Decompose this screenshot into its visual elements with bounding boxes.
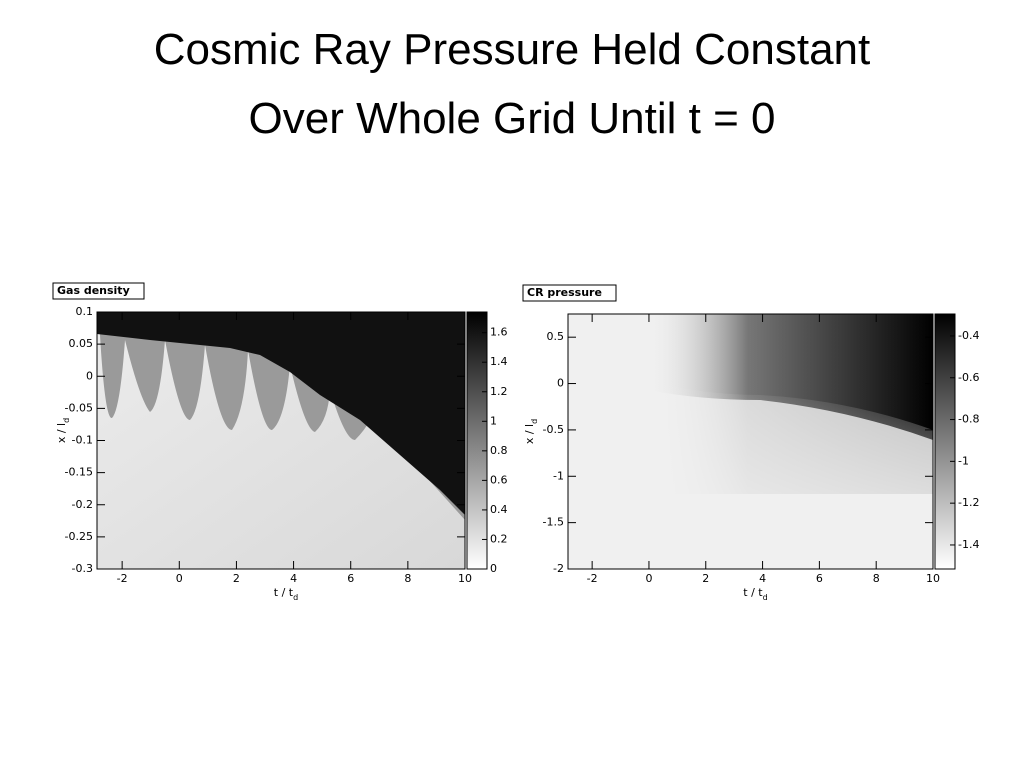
colorbar-tick-label: 0.4 [490, 503, 508, 516]
slide-title: Over Whole Grid Until t = 0 [249, 94, 776, 143]
y-tick-label: 0.1 [76, 305, 94, 318]
x-axis-label-sub: d [293, 593, 298, 602]
x-tick-label: 8 [404, 572, 411, 585]
y-tick-label: -1.5 [543, 516, 564, 529]
colorbar-tick-label: 0.6 [490, 473, 508, 486]
colorbar-tick-label: 1 [490, 414, 497, 427]
colorbar-tick-label: 0.8 [490, 444, 508, 457]
y-tick-label: 0 [557, 377, 564, 390]
colorbar-tick-label: -1 [958, 454, 969, 467]
x-axis-label-main: t / t [743, 586, 763, 599]
slide-title: Cosmic Ray Pressure Held Constant [154, 25, 870, 74]
y-tick-label: -0.1 [72, 434, 93, 447]
y-axis-label-main: x / l [523, 424, 536, 444]
y-tick-label: -0.05 [65, 401, 93, 414]
y-tick-label: -0.3 [72, 562, 93, 575]
x-axis-label: t / td [743, 586, 767, 602]
colorbar-tick-label: -0.6 [958, 371, 979, 384]
x-tick-label: 6 [816, 572, 823, 585]
x-tick-label: 2 [702, 572, 709, 585]
y-axis-label-main: x / l [55, 423, 68, 443]
colorbar-tick-label: 1.4 [490, 355, 508, 368]
colorbar-tick-label: -0.4 [958, 329, 979, 342]
x-axis-label-main: t / t [274, 586, 294, 599]
y-axis-label-sub: d [62, 418, 71, 423]
y-tick-label: 0 [86, 369, 93, 382]
colorbar [934, 313, 956, 570]
plot-frame [567, 313, 934, 570]
y-tick-label: -0.2 [72, 498, 93, 511]
y-tick-label: -0.25 [65, 530, 93, 543]
y-tick-label: -1 [553, 469, 564, 482]
colorbar [466, 311, 488, 570]
x-tick-label: -2 [117, 572, 128, 585]
colorbar-tick-label: 1.2 [490, 385, 508, 398]
x-tick-label: 6 [347, 572, 354, 585]
x-axis-label: t / td [274, 586, 298, 602]
y-tick-label: -2 [553, 562, 564, 575]
colorbar-tick-label: -1.2 [958, 496, 979, 509]
y-tick-label: -0.15 [65, 466, 93, 479]
heatmap-image [97, 312, 465, 569]
colorbar-tick-label: -1.4 [958, 538, 979, 551]
x-tick-label: -2 [587, 572, 598, 585]
x-tick-label: 0 [176, 572, 183, 585]
x-axis-label-sub: d [763, 593, 768, 602]
x-tick-label: 4 [759, 572, 766, 585]
y-axis-label: x / ld [523, 419, 539, 444]
x-tick-label: 2 [233, 572, 240, 585]
plot-title: Gas density [57, 284, 130, 297]
y-tick-label: 0.5 [547, 330, 565, 343]
x-tick-label: 4 [290, 572, 297, 585]
heatmap-image [568, 314, 933, 569]
colorbar-tick-label: -0.8 [958, 413, 979, 426]
title-box [52, 282, 145, 300]
y-axis-label: x / ld [55, 418, 71, 443]
title-box [522, 284, 617, 302]
x-tick-label: 8 [873, 572, 880, 585]
y-tick-label: 0.05 [69, 337, 94, 350]
x-tick-label: 10 [926, 572, 940, 585]
y-axis-label-sub: d [530, 419, 539, 424]
colorbar-tick-label: 1.6 [490, 326, 508, 339]
plot-title: CR pressure [527, 286, 602, 299]
colorbar-tick-label: 0 [490, 562, 497, 575]
x-tick-label: 0 [645, 572, 652, 585]
y-tick-label: -0.5 [543, 423, 564, 436]
x-tick-label: 10 [458, 572, 472, 585]
colorbar-tick-label: 0.2 [490, 532, 508, 545]
